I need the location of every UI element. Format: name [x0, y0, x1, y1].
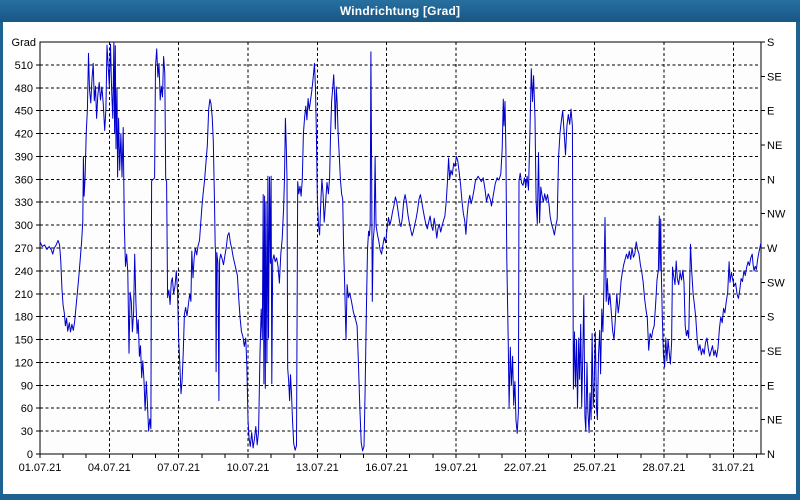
y-left-tick-label: 390 — [15, 151, 33, 163]
x-tick-label: 13.07.21 — [296, 462, 339, 474]
x-tick-label: 31.07.21 — [712, 462, 755, 474]
y-left-tick-label: 330 — [15, 197, 33, 209]
x-tick-label: 25.07.21 — [573, 462, 616, 474]
y-right-tick-label: W — [767, 243, 778, 255]
y-left-tick-label: 90 — [21, 380, 33, 392]
y-left-tick-label: 360 — [15, 174, 33, 186]
y-left-tick-label: 450 — [15, 106, 33, 118]
y-right-tick-label: SE — [767, 71, 782, 83]
chart-content: 0 30 60 90 120 150 180 210 240 270 300 330 360 390 420… — [0, 22, 800, 500]
y-left-tick-label: 210 — [15, 289, 33, 301]
y-right-tick-label: E — [767, 380, 774, 392]
x-tick-label: 28.07.21 — [643, 462, 686, 474]
y-right-tick-label: S — [767, 37, 774, 49]
y-left-tick-label: 480 — [15, 83, 33, 95]
x-tick-label: 07.07.21 — [157, 462, 200, 474]
wind-direction-chart: 0 30 60 90 120 150 180 210 240 270 300 330 360 390 420… — [12, 37, 786, 474]
y-right-tick-label: E — [767, 106, 774, 118]
wind-direction-line — [39, 41, 762, 452]
x-tick-label: 01.07.21 — [19, 462, 62, 474]
y-right-tick-label: S — [767, 312, 774, 324]
x-tick-label: 22.07.21 — [504, 462, 547, 474]
y-right-tick-label: N — [767, 174, 775, 186]
y-left-tick-label: 60 — [21, 403, 33, 415]
y-left-tick-label: 30 — [21, 426, 33, 438]
y-left-tick-label: 120 — [15, 357, 33, 369]
x-tick-label: 04.07.21 — [88, 462, 131, 474]
y-left-tick-label: 300 — [15, 220, 33, 232]
y-right-tick-label: NE — [767, 415, 782, 427]
y-axis-unit-label: Grad — [12, 37, 36, 49]
y-right-tick-label: NE — [767, 140, 782, 152]
window-titlebar: Windrichtung [Grad] — [0, 0, 800, 22]
y-left-tick-label: 510 — [15, 60, 33, 72]
y-left-tick-label: 150 — [15, 335, 33, 347]
y-left-tick-label: 240 — [15, 266, 33, 278]
x-tick-label: 19.07.21 — [435, 462, 478, 474]
y-left-tick-label: 420 — [15, 129, 33, 141]
y-left-tick-label: 0 — [27, 449, 33, 461]
y-right-tick-label: SE — [767, 346, 782, 358]
x-tick-label: 10.07.21 — [227, 462, 270, 474]
y-right-tick-label: N — [767, 449, 775, 461]
y-right-tick-label: NW — [767, 209, 786, 221]
window-title: Windrichtung [Grad] — [339, 4, 461, 18]
x-tick-label: 16.07.21 — [365, 462, 408, 474]
y-right-tick-label: SW — [767, 277, 785, 289]
y-left-tick-label: 270 — [15, 243, 33, 255]
y-left-tick-label: 180 — [15, 312, 33, 324]
